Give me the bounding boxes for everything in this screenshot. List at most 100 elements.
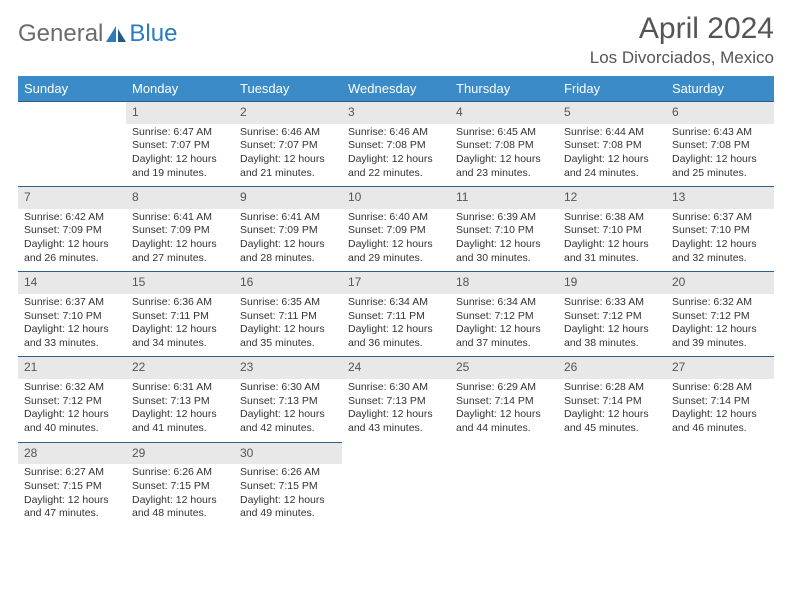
day-number: 4 <box>450 101 558 124</box>
daylight-line: Daylight: 12 hours and 38 minutes. <box>564 323 660 350</box>
day-number: 24 <box>342 356 450 379</box>
calendar-cell: 21Sunrise: 6:32 AMSunset: 7:12 PMDayligh… <box>18 356 126 441</box>
daylight-line: Daylight: 12 hours and 22 minutes. <box>348 153 444 180</box>
daylight-line: Daylight: 12 hours and 36 minutes. <box>348 323 444 350</box>
daylight-line: Daylight: 12 hours and 26 minutes. <box>24 238 120 265</box>
calendar-cell <box>666 442 774 527</box>
sunset-line: Sunset: 7:10 PM <box>564 224 660 238</box>
day-body: Sunrise: 6:28 AMSunset: 7:14 PMDaylight:… <box>666 379 774 442</box>
calendar-row: 1Sunrise: 6:47 AMSunset: 7:07 PMDaylight… <box>18 101 774 186</box>
weekday-header: Thursday <box>450 76 558 101</box>
sunrise-line: Sunrise: 6:41 AM <box>132 211 228 225</box>
sunset-line: Sunset: 7:11 PM <box>240 310 336 324</box>
calendar-cell: 17Sunrise: 6:34 AMSunset: 7:11 PMDayligh… <box>342 271 450 356</box>
calendar-cell <box>342 442 450 527</box>
calendar-row: 7Sunrise: 6:42 AMSunset: 7:09 PMDaylight… <box>18 186 774 271</box>
daylight-line: Daylight: 12 hours and 31 minutes. <box>564 238 660 265</box>
day-number: 8 <box>126 186 234 209</box>
calendar-row: 21Sunrise: 6:32 AMSunset: 7:12 PMDayligh… <box>18 356 774 441</box>
daylight-line: Daylight: 12 hours and 42 minutes. <box>240 408 336 435</box>
calendar-cell: 29Sunrise: 6:26 AMSunset: 7:15 PMDayligh… <box>126 442 234 527</box>
sunrise-line: Sunrise: 6:31 AM <box>132 381 228 395</box>
day-number: 11 <box>450 186 558 209</box>
sunset-line: Sunset: 7:09 PM <box>24 224 120 238</box>
day-number: 5 <box>558 101 666 124</box>
calendar-cell: 23Sunrise: 6:30 AMSunset: 7:13 PMDayligh… <box>234 356 342 441</box>
day-body: Sunrise: 6:37 AMSunset: 7:10 PMDaylight:… <box>18 294 126 357</box>
day-body: Sunrise: 6:34 AMSunset: 7:11 PMDaylight:… <box>342 294 450 357</box>
day-body: Sunrise: 6:46 AMSunset: 7:07 PMDaylight:… <box>234 124 342 187</box>
calendar-cell: 9Sunrise: 6:41 AMSunset: 7:09 PMDaylight… <box>234 186 342 271</box>
day-number: 10 <box>342 186 450 209</box>
sunrise-line: Sunrise: 6:47 AM <box>132 126 228 140</box>
sunrise-line: Sunrise: 6:35 AM <box>240 296 336 310</box>
day-number: 6 <box>666 101 774 124</box>
day-number: 19 <box>558 271 666 294</box>
calendar-cell: 5Sunrise: 6:44 AMSunset: 7:08 PMDaylight… <box>558 101 666 186</box>
sunrise-line: Sunrise: 6:43 AM <box>672 126 768 140</box>
day-number: 1 <box>126 101 234 124</box>
daylight-line: Daylight: 12 hours and 29 minutes. <box>348 238 444 265</box>
sunset-line: Sunset: 7:08 PM <box>564 139 660 153</box>
day-body: Sunrise: 6:42 AMSunset: 7:09 PMDaylight:… <box>18 209 126 272</box>
day-number: 25 <box>450 356 558 379</box>
daylight-line: Daylight: 12 hours and 33 minutes. <box>24 323 120 350</box>
logo-text-blue: Blue <box>129 20 177 48</box>
sunrise-line: Sunrise: 6:46 AM <box>348 126 444 140</box>
calendar-row: 28Sunrise: 6:27 AMSunset: 7:15 PMDayligh… <box>18 442 774 527</box>
weekday-header: Sunday <box>18 76 126 101</box>
calendar-cell <box>18 101 126 186</box>
day-body: Sunrise: 6:28 AMSunset: 7:14 PMDaylight:… <box>558 379 666 442</box>
location-text: Los Divorciados, Mexico <box>590 48 774 68</box>
logo-text-general: General <box>18 20 103 48</box>
month-title: April 2024 <box>590 12 774 46</box>
sunrise-line: Sunrise: 6:46 AM <box>240 126 336 140</box>
sunrise-line: Sunrise: 6:37 AM <box>24 296 120 310</box>
day-body: Sunrise: 6:40 AMSunset: 7:09 PMDaylight:… <box>342 209 450 272</box>
day-body: Sunrise: 6:41 AMSunset: 7:09 PMDaylight:… <box>234 209 342 272</box>
sunset-line: Sunset: 7:09 PM <box>348 224 444 238</box>
sunrise-line: Sunrise: 6:45 AM <box>456 126 552 140</box>
day-number: 23 <box>234 356 342 379</box>
daylight-line: Daylight: 12 hours and 28 minutes. <box>240 238 336 265</box>
day-number: 26 <box>558 356 666 379</box>
daylight-line: Daylight: 12 hours and 27 minutes. <box>132 238 228 265</box>
sunset-line: Sunset: 7:13 PM <box>348 395 444 409</box>
day-body: Sunrise: 6:35 AMSunset: 7:11 PMDaylight:… <box>234 294 342 357</box>
calendar-cell: 8Sunrise: 6:41 AMSunset: 7:09 PMDaylight… <box>126 186 234 271</box>
calendar-cell: 10Sunrise: 6:40 AMSunset: 7:09 PMDayligh… <box>342 186 450 271</box>
weekday-header: Tuesday <box>234 76 342 101</box>
sunrise-line: Sunrise: 6:36 AM <box>132 296 228 310</box>
sunset-line: Sunset: 7:14 PM <box>456 395 552 409</box>
weekday-header: Friday <box>558 76 666 101</box>
sunset-line: Sunset: 7:15 PM <box>240 480 336 494</box>
calendar-cell: 24Sunrise: 6:30 AMSunset: 7:13 PMDayligh… <box>342 356 450 441</box>
day-number: 29 <box>126 442 234 465</box>
day-number: 15 <box>126 271 234 294</box>
calendar-cell: 7Sunrise: 6:42 AMSunset: 7:09 PMDaylight… <box>18 186 126 271</box>
sunrise-line: Sunrise: 6:27 AM <box>24 466 120 480</box>
daylight-line: Daylight: 12 hours and 41 minutes. <box>132 408 228 435</box>
day-body: Sunrise: 6:30 AMSunset: 7:13 PMDaylight:… <box>234 379 342 442</box>
sunrise-line: Sunrise: 6:40 AM <box>348 211 444 225</box>
sunset-line: Sunset: 7:12 PM <box>564 310 660 324</box>
calendar-cell: 3Sunrise: 6:46 AMSunset: 7:08 PMDaylight… <box>342 101 450 186</box>
day-body: Sunrise: 6:26 AMSunset: 7:15 PMDaylight:… <box>234 464 342 527</box>
sunrise-line: Sunrise: 6:30 AM <box>240 381 336 395</box>
day-number: 27 <box>666 356 774 379</box>
sunset-line: Sunset: 7:13 PM <box>240 395 336 409</box>
day-number: 18 <box>450 271 558 294</box>
calendar-cell: 28Sunrise: 6:27 AMSunset: 7:15 PMDayligh… <box>18 442 126 527</box>
sunrise-line: Sunrise: 6:29 AM <box>456 381 552 395</box>
day-body: Sunrise: 6:30 AMSunset: 7:13 PMDaylight:… <box>342 379 450 442</box>
logo: General Blue <box>18 12 177 48</box>
daylight-line: Daylight: 12 hours and 23 minutes. <box>456 153 552 180</box>
day-number: 13 <box>666 186 774 209</box>
day-body: Sunrise: 6:29 AMSunset: 7:14 PMDaylight:… <box>450 379 558 442</box>
calendar-cell: 16Sunrise: 6:35 AMSunset: 7:11 PMDayligh… <box>234 271 342 356</box>
day-body: Sunrise: 6:36 AMSunset: 7:11 PMDaylight:… <box>126 294 234 357</box>
sunrise-line: Sunrise: 6:32 AM <box>672 296 768 310</box>
calendar-cell: 30Sunrise: 6:26 AMSunset: 7:15 PMDayligh… <box>234 442 342 527</box>
calendar-cell: 27Sunrise: 6:28 AMSunset: 7:14 PMDayligh… <box>666 356 774 441</box>
day-body: Sunrise: 6:39 AMSunset: 7:10 PMDaylight:… <box>450 209 558 272</box>
